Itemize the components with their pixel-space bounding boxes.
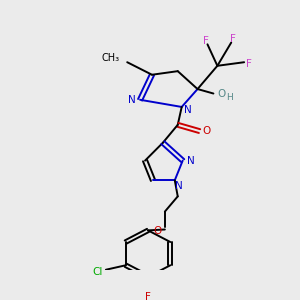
Text: CH₃: CH₃ [101, 53, 119, 63]
Text: O: O [217, 88, 226, 98]
Text: N: N [128, 95, 136, 105]
Text: F: F [145, 292, 151, 300]
Text: F: F [202, 36, 208, 46]
Text: H: H [226, 93, 232, 102]
Text: N: N [187, 156, 194, 166]
Text: F: F [246, 59, 252, 69]
Text: F: F [230, 34, 236, 44]
Text: N: N [175, 181, 183, 191]
Text: Cl: Cl [93, 266, 103, 277]
Text: O: O [202, 126, 211, 136]
Text: N: N [184, 105, 191, 115]
Text: O: O [154, 226, 162, 236]
